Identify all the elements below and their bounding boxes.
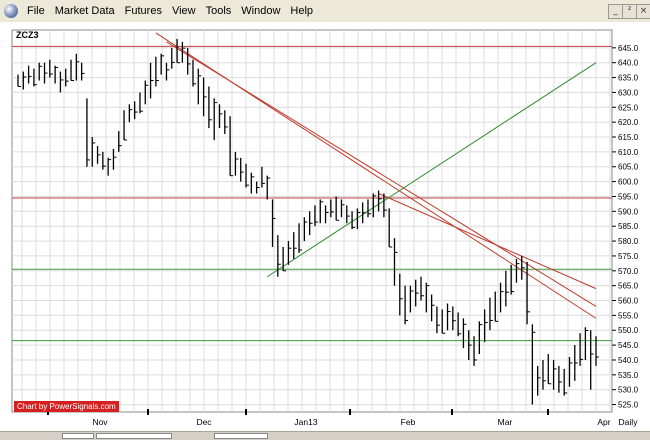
app-globe-icon[interactable]: [4, 4, 18, 18]
close-button[interactable]: ×: [636, 4, 650, 19]
y-tick-label: 550.0: [618, 326, 639, 335]
menu-file[interactable]: File: [27, 5, 45, 17]
x-tick-label: Nov: [92, 417, 108, 427]
trend-line[interactable]: [166, 41, 597, 307]
y-tick-label: 535.0: [618, 371, 639, 380]
y-tick-label: 620.0: [618, 118, 639, 127]
minimize-button[interactable]: _: [608, 4, 623, 19]
y-tick-label: 530.0: [618, 386, 639, 395]
trend-line[interactable]: [378, 193, 597, 290]
menu-tools[interactable]: Tools: [205, 5, 232, 17]
y-tick-label: 640.0: [618, 59, 639, 68]
menu-market-data[interactable]: Market Data: [54, 5, 115, 17]
chart-area[interactable]: 645.0 640.0 635.0 630.0 625.0 620.0 615.0 610.0…: [0, 22, 650, 437]
x-tick-label: Apr: [597, 417, 610, 427]
menu-help[interactable]: Help: [290, 5, 314, 17]
y-tick-label: 625.0: [618, 103, 639, 112]
y-tick-label: 560.0: [618, 297, 639, 306]
y-tick-label: 585.0: [618, 222, 639, 231]
x-tick-label: Dec: [196, 417, 212, 427]
menu-window[interactable]: Window: [241, 5, 281, 17]
y-tick-label: 545.0: [618, 341, 639, 350]
y-tick-label: 595.0: [618, 192, 639, 201]
restore-button[interactable]: ²: [622, 4, 637, 19]
period-label: Daily: [619, 417, 639, 427]
toolbar-field-1[interactable]: [62, 433, 94, 439]
y-tick-label: 605.0: [618, 163, 639, 172]
menu-futures[interactable]: Futures: [124, 5, 162, 17]
y-tick-label: 565.0: [618, 282, 639, 291]
y-tick-label: 580.0: [618, 237, 639, 246]
x-tick-label: Jan13: [294, 417, 317, 427]
y-tick-label: 645.0: [618, 44, 639, 53]
y-tick-label: 590.0: [618, 207, 639, 216]
y-tick-label: 525.0: [618, 401, 639, 410]
y-tick-label: 615.0: [618, 133, 639, 142]
x-tick-label: Mar: [498, 417, 513, 427]
y-tick-label: 540.0: [618, 356, 639, 365]
y-tick-label: 630.0: [618, 88, 639, 97]
y-tick-label: 600.0: [618, 178, 639, 187]
trend-line[interactable]: [266, 62, 597, 278]
y-tick-label: 635.0: [618, 74, 639, 83]
price-chart[interactable]: 645.0 640.0 635.0 630.0 625.0 620.0 615.0 610.0…: [0, 22, 650, 437]
y-tick-label: 575.0: [618, 252, 639, 261]
y-tick-label: 555.0: [618, 311, 639, 320]
menu-view[interactable]: View: [171, 5, 196, 17]
symbol-label: ZCZ3: [16, 30, 39, 40]
toolbar-field-3[interactable]: [214, 433, 268, 439]
x-tick-label: Feb: [401, 417, 416, 427]
plot-frame: [11, 29, 613, 413]
menu-bar: File Market Data Futures View Tools Wind…: [0, 0, 650, 23]
y-tick-label: 610.0: [618, 148, 639, 157]
toolbar-field-2[interactable]: [96, 433, 172, 439]
watermark-badge: Chart by PowerSignals.com: [14, 401, 119, 412]
y-tick-label: 570.0: [618, 267, 639, 276]
